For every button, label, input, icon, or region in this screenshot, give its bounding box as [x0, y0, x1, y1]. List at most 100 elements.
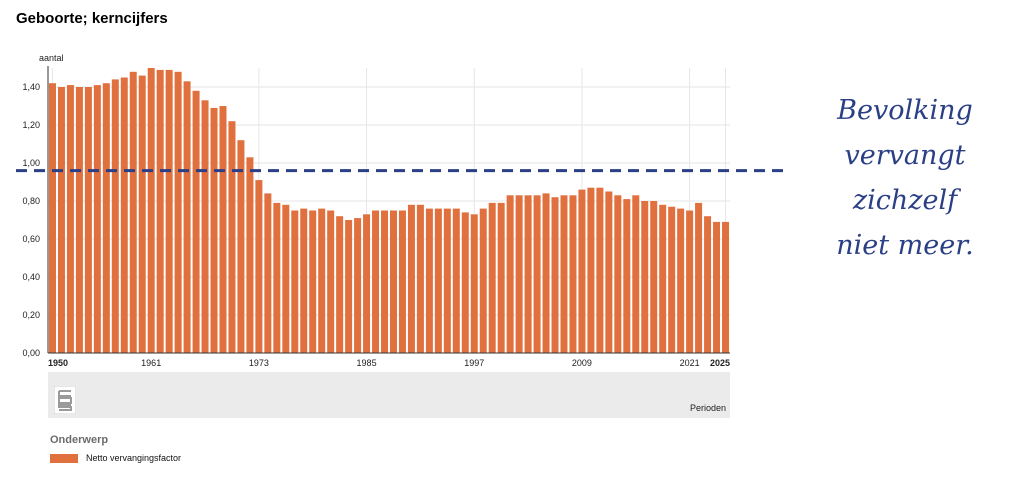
bar — [407, 204, 415, 353]
y-tick-label: 0,60 — [22, 234, 40, 244]
bar — [354, 218, 362, 353]
bar — [623, 199, 631, 353]
bar — [219, 106, 227, 353]
y-tick-label: 1,20 — [22, 120, 40, 130]
annotation-line-1: Bevolking — [837, 95, 973, 126]
bar — [237, 140, 245, 353]
bar — [470, 214, 478, 353]
bar — [587, 187, 595, 353]
bar — [165, 69, 173, 354]
handwritten-annotation: Bevolking vervangt zichzelf niet meer. — [800, 88, 1010, 268]
bar — [614, 195, 622, 353]
x-tick-label: 2025 — [710, 358, 730, 368]
bar — [201, 100, 209, 353]
y-tick-label: 0,20 — [22, 310, 40, 320]
x-tick-label: 1961 — [141, 358, 161, 368]
bar — [291, 210, 299, 353]
bar — [327, 210, 335, 353]
bar — [93, 85, 101, 353]
bar — [192, 90, 200, 354]
bar — [282, 204, 290, 353]
bar — [677, 208, 685, 353]
bar — [309, 210, 317, 353]
bar — [650, 201, 658, 353]
bar — [147, 68, 155, 353]
bar — [389, 210, 397, 353]
bar — [318, 208, 326, 353]
bar — [686, 210, 694, 353]
annotation-line-4: niet meer. — [836, 230, 974, 261]
bar — [479, 208, 487, 353]
x-tick-label: 1973 — [249, 358, 269, 368]
bar — [183, 81, 191, 354]
bar — [551, 197, 559, 353]
bar — [596, 187, 604, 353]
bar — [363, 214, 371, 353]
y-tick-label: 0,80 — [22, 196, 40, 206]
x-tick-label: 1985 — [357, 358, 377, 368]
bar — [156, 69, 164, 354]
bar — [488, 202, 496, 353]
bar — [434, 208, 442, 353]
bar — [84, 87, 92, 353]
bar — [57, 87, 65, 353]
bar — [246, 157, 254, 353]
bar — [713, 221, 721, 353]
legend-label: Netto vervangingsfactor — [86, 453, 182, 463]
annotation-line-2: vervangt — [844, 140, 966, 171]
x-axis-title: Perioden — [689, 403, 726, 413]
bar — [129, 71, 137, 354]
bar — [524, 195, 532, 353]
bar — [542, 193, 550, 353]
bar — [48, 83, 56, 353]
bar — [75, 87, 83, 353]
bar — [416, 204, 424, 353]
bar — [722, 221, 730, 353]
bar — [560, 195, 568, 353]
bar — [228, 121, 236, 353]
y-axis-label: aantal — [39, 53, 64, 63]
bar — [578, 189, 586, 353]
bar — [210, 107, 218, 354]
bar — [300, 208, 308, 353]
bar — [497, 202, 505, 353]
bar — [111, 79, 119, 354]
legend-heading: Onderwerp — [50, 434, 109, 446]
bar — [120, 77, 128, 353]
y-tick-label: 0,00 — [22, 348, 40, 358]
bar — [704, 216, 712, 353]
annotation-line-3: zichzelf — [852, 185, 958, 216]
bar — [668, 206, 676, 353]
bar — [398, 210, 406, 353]
bar — [641, 201, 649, 353]
chart-footer-band: Perioden — [48, 372, 730, 418]
cbs-logo-icon — [54, 386, 76, 414]
bar — [66, 85, 74, 353]
bar — [174, 71, 182, 354]
bar — [515, 195, 523, 353]
bar — [605, 191, 613, 353]
y-tick-label: 1,00 — [22, 158, 40, 168]
bar — [102, 83, 110, 353]
bar — [506, 195, 514, 353]
bar — [569, 195, 577, 353]
bar — [255, 180, 263, 353]
bar — [381, 210, 389, 353]
x-tick-label: 1997 — [464, 358, 484, 368]
y-tick-label: 0,40 — [22, 272, 40, 282]
bar — [632, 195, 640, 353]
bar — [452, 208, 460, 353]
bar — [443, 208, 451, 353]
legend-item[interactable]: Netto vervangingsfactor — [50, 453, 181, 463]
bar — [336, 216, 344, 353]
bar — [461, 212, 469, 353]
x-tick-label: 1950 — [48, 358, 68, 368]
chart-title: Geboorte; kerncijfers — [16, 10, 168, 27]
bar — [138, 75, 146, 353]
bar — [264, 193, 272, 353]
y-tick-label: 1,40 — [22, 82, 40, 92]
bar — [659, 204, 667, 353]
x-tick-label: 2021 — [680, 358, 700, 368]
bar — [273, 202, 281, 353]
